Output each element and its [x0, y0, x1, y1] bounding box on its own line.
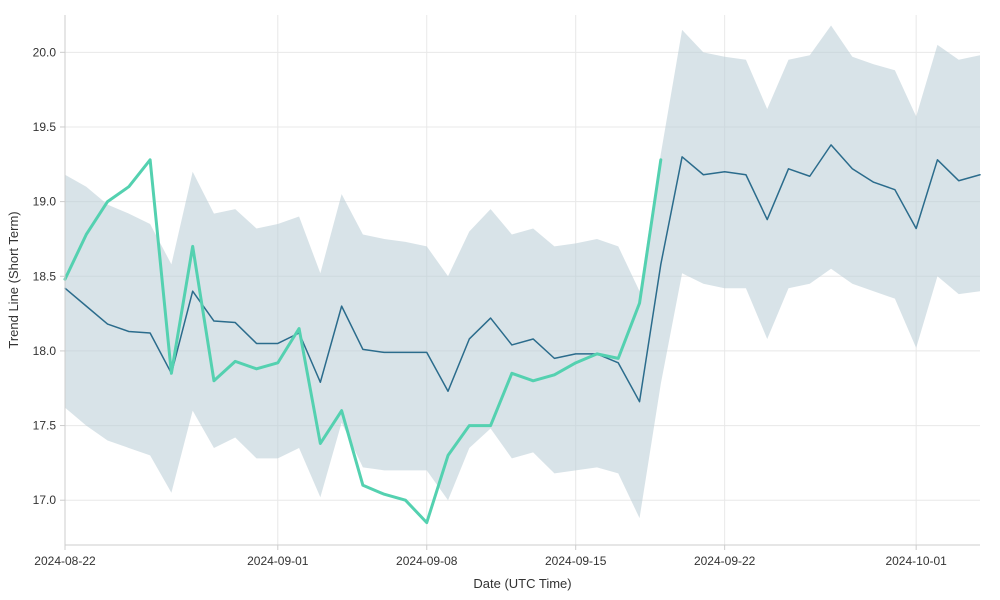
- y-tick-label: 19.5: [33, 120, 57, 134]
- trend-chart: 17.0 17.5 18.0 18.5 19.0 19.5 20.0 2024-08-22 20…: [0, 0, 1000, 600]
- y-tick-label: 18.0: [33, 344, 57, 358]
- x-tick-label: 2024-08-22: [34, 554, 96, 568]
- confidence-band: [65, 25, 980, 518]
- y-tick-label: 18.5: [33, 269, 57, 283]
- x-tick-label: 2024-09-01: [247, 554, 309, 568]
- y-tick-label: 17.0: [33, 493, 57, 507]
- x-tick-label: 2024-09-08: [396, 554, 458, 568]
- x-tick-label: 2024-09-22: [694, 554, 756, 568]
- y-axis-label: Trend Line (Short Term): [6, 211, 21, 348]
- chart-container: 17.0 17.5 18.0 18.5 19.0 19.5 20.0 2024-08-22 20…: [0, 0, 1000, 600]
- y-tick-label: 17.5: [33, 419, 57, 433]
- x-tick-label: 2024-10-01: [885, 554, 947, 568]
- y-tick-label: 20.0: [33, 45, 57, 59]
- x-axis-label: Date (UTC Time): [473, 576, 571, 591]
- y-tick-label: 19.0: [33, 195, 57, 209]
- x-tick-label: 2024-09-15: [545, 554, 607, 568]
